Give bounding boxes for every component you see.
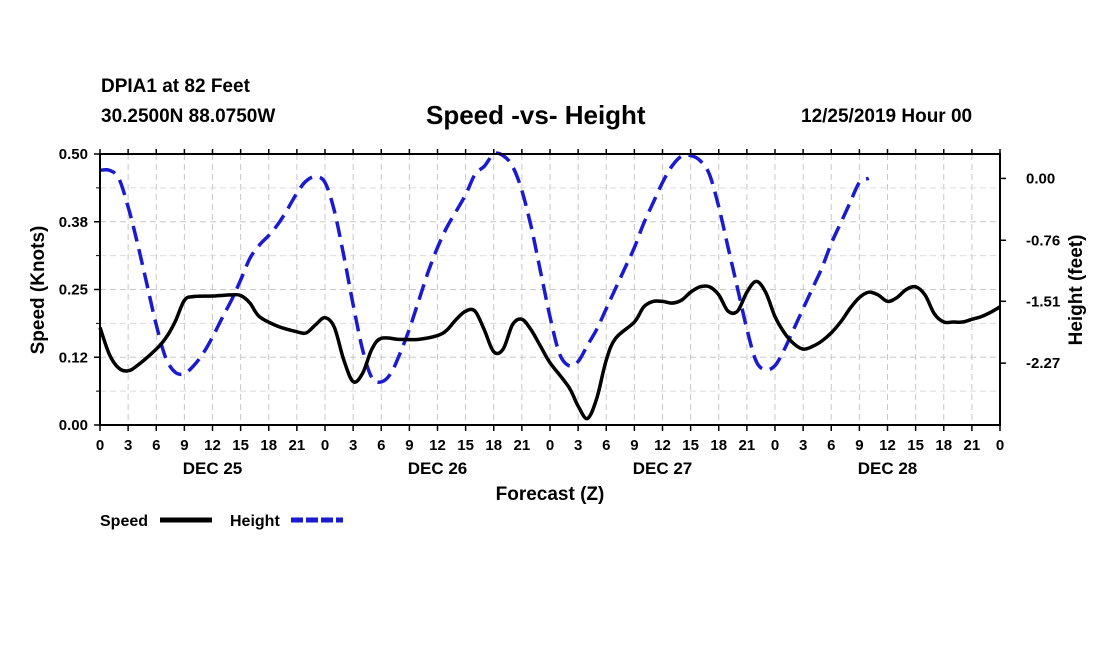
x-tick-label: 18 [935, 437, 952, 454]
day-label: DEC 26 [408, 459, 468, 478]
x-tick-label: 0 [96, 437, 104, 454]
x-tick-label: 3 [574, 437, 582, 454]
x-tick-label: 18 [485, 437, 502, 454]
station-label: DPIA1 at 82 Feet [101, 76, 250, 97]
speed-line [98, 279, 1001, 421]
x-tick-label: 3 [124, 437, 132, 454]
day-label: DEC 28 [858, 459, 918, 478]
x-tick-label: 21 [964, 437, 981, 454]
x-tick-label: 9 [180, 437, 188, 454]
height-line [99, 151, 870, 385]
x-tick-label: 18 [710, 437, 727, 454]
coordinates-label: 30.2500N 88.0750W [101, 106, 276, 127]
x-tick-label: 3 [799, 437, 807, 454]
x-tick-label: 15 [682, 437, 699, 454]
y-axis-label-right: Height (feet) [1066, 235, 1087, 346]
y-tick-label-right: -2.27 [1026, 355, 1060, 372]
chart-title: Speed -vs- Height [426, 100, 646, 130]
y-axis-label-left: Speed (Knots) [28, 226, 49, 355]
legend: Speed Height [100, 513, 343, 530]
x-tick-label: 18 [260, 437, 277, 454]
y-tick-label-right: -0.76 [1026, 232, 1060, 249]
run-time-label: 12/25/2019 Hour 00 [801, 106, 973, 127]
y-tick-label-right: 0.00 [1026, 170, 1055, 187]
y-tick-label-left: 0.38 [59, 214, 88, 231]
x-tick-label: 9 [630, 437, 638, 454]
x-tick-label: 15 [232, 437, 249, 454]
y-tick-label-left: 0.00 [59, 417, 88, 434]
x-tick-label: 12 [879, 437, 896, 454]
x-tick-label: 0 [546, 437, 554, 454]
legend-height-label: Height [230, 513, 280, 530]
x-tick-label: 15 [457, 437, 474, 454]
x-tick-label: 12 [204, 437, 221, 454]
day-label: DEC 25 [183, 459, 243, 478]
x-tick-label: 0 [996, 437, 1004, 454]
x-tick-label: 9 [855, 437, 863, 454]
x-tick-label: 21 [739, 437, 756, 454]
height-series [99, 151, 870, 385]
x-tick-label: 6 [602, 437, 610, 454]
x-tick-label: 6 [827, 437, 835, 454]
axes: 0 3 6 9 12 15 18 21 0 3 6 9 12 15 18 21 0 3 6 9 12 15 18 21 0 3 6 9… [59, 146, 1060, 478]
x-tick-label: 3 [349, 437, 357, 454]
day-label: DEC 27 [633, 459, 693, 478]
x-tick-label: 0 [321, 437, 329, 454]
x-tick-label: 12 [654, 437, 671, 454]
speed-series [98, 279, 1001, 421]
x-tick-label: 6 [152, 437, 160, 454]
x-tick-label: 12 [429, 437, 446, 454]
x-tick-label: 21 [514, 437, 531, 454]
x-axis-label: Forecast (Z) [496, 484, 605, 505]
x-tick-label: 21 [289, 437, 306, 454]
x-tick-label: 0 [771, 437, 779, 454]
x-tick-label: 15 [907, 437, 924, 454]
x-tick-label: 6 [377, 437, 385, 454]
grid [100, 154, 1000, 425]
y-tick-label-left: 0.50 [59, 146, 88, 163]
y-tick-label-left: 0.12 [59, 349, 88, 366]
x-tick-label: 9 [405, 437, 413, 454]
y-tick-label-left: 0.25 [59, 282, 88, 299]
legend-speed-label: Speed [100, 513, 148, 530]
y-tick-label-right: -1.51 [1026, 293, 1060, 310]
